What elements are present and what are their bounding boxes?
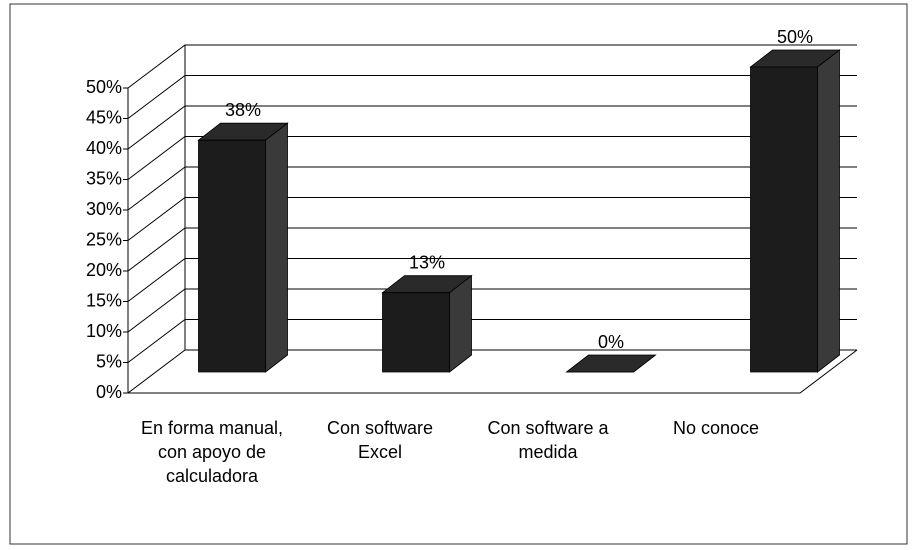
grid-line	[127, 136, 857, 180]
x-tick-label: Con software a medida	[487, 418, 609, 462]
grid-line	[127, 44, 857, 89]
bar	[381, 274, 473, 373]
bar	[197, 122, 289, 373]
y-tick-label: 20%	[86, 260, 122, 280]
data-label: 13%	[409, 252, 445, 272]
floor	[128, 349, 858, 394]
grid-line	[127, 75, 857, 119]
frame	[9, 3, 908, 545]
grid-line	[127, 166, 857, 211]
y-tick-label: 30%	[86, 199, 122, 219]
y-tick-label: 10%	[86, 321, 122, 341]
y-tick-label: 5%	[96, 351, 122, 371]
y-tick-label: 15%	[86, 290, 122, 310]
bar	[749, 49, 841, 373]
grid-line	[127, 197, 857, 241]
y-tick-label: 40%	[86, 138, 122, 158]
grid-line	[127, 319, 857, 363]
bar-front	[382, 292, 450, 373]
bar-front	[750, 66, 818, 373]
bar-top	[565, 354, 657, 373]
grid-line	[127, 227, 857, 272]
data-label: 0%	[598, 332, 624, 352]
x-tick-label: En forma manual, con apoyo de calculador…	[140, 418, 284, 486]
y-tick-label: 45%	[86, 107, 122, 127]
grid-line	[127, 349, 857, 394]
grid-line	[127, 288, 857, 333]
y-tick-label: 35%	[86, 168, 122, 188]
bar-side	[817, 49, 840, 373]
bar-front	[198, 139, 266, 373]
bar-side	[265, 122, 288, 373]
y-tick-label: 0%	[96, 382, 122, 402]
bar	[565, 354, 657, 373]
y-tick-label: 50%	[86, 77, 122, 97]
grid-line	[127, 105, 857, 150]
y-tick-label: 25%	[86, 229, 122, 249]
data-label: 38%	[225, 100, 261, 120]
grid-line	[127, 258, 857, 302]
x-tick-label: No conoce	[672, 418, 760, 438]
data-label: 50%	[777, 27, 813, 47]
x-tick-label: Con software Excel	[326, 418, 434, 462]
